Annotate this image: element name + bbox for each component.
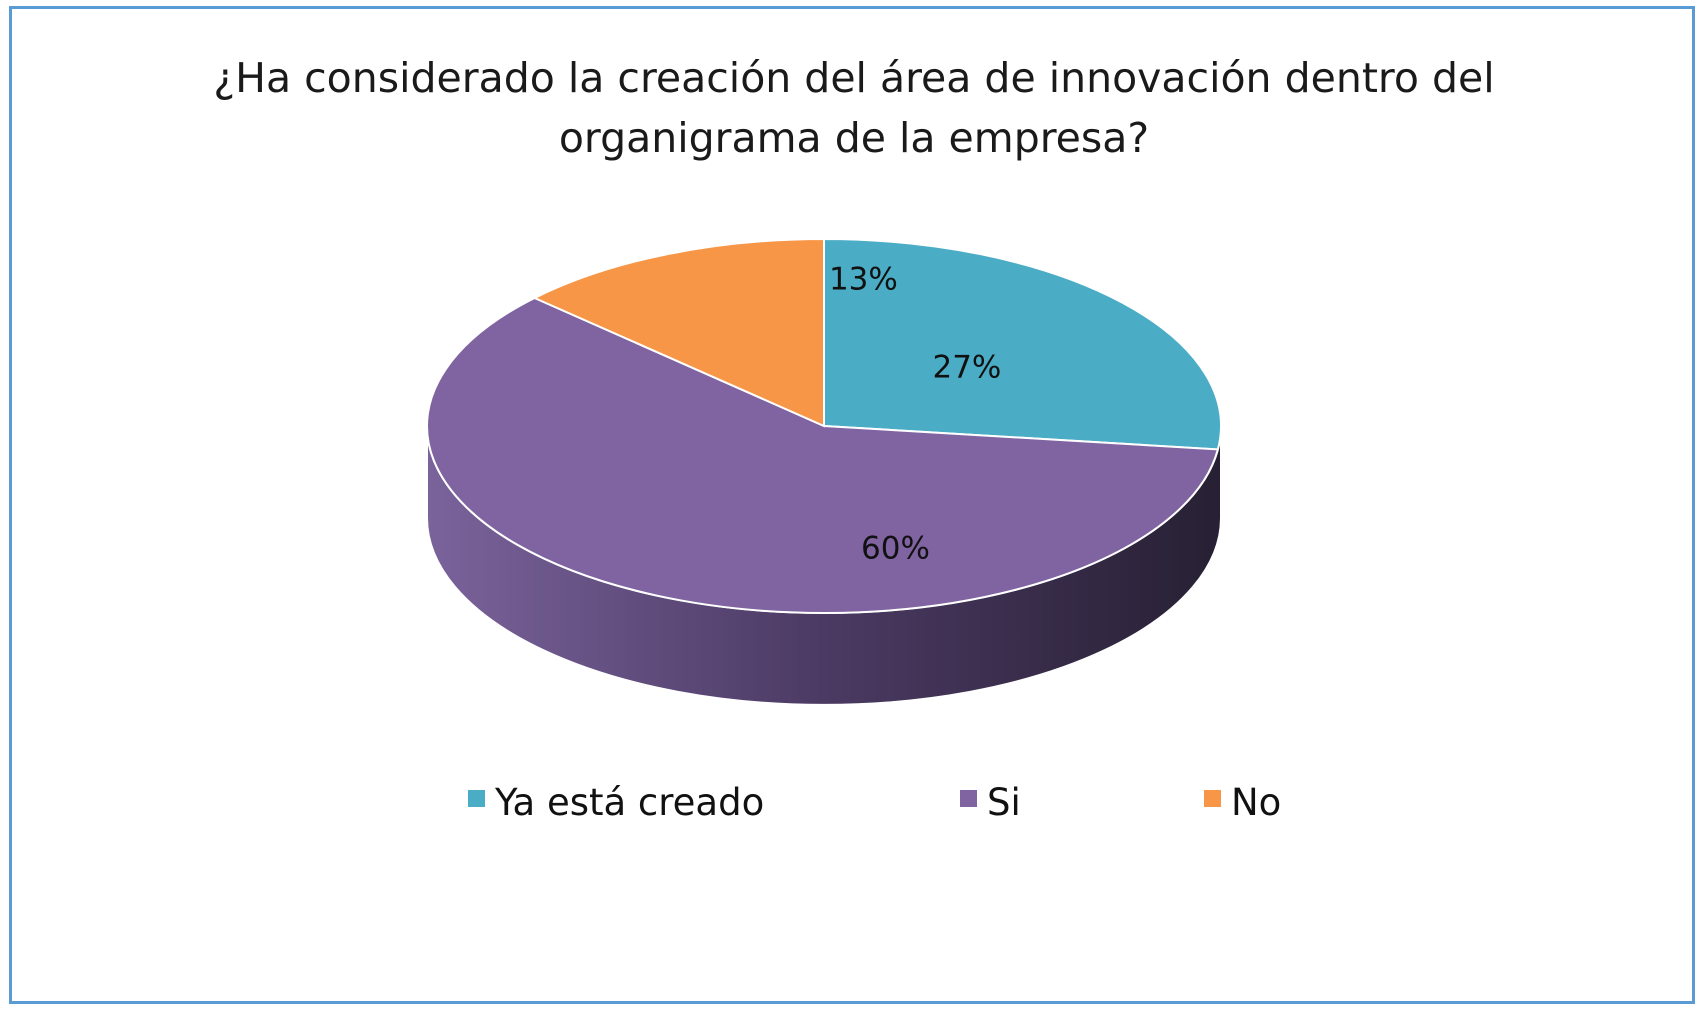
legend: Ya está creado Si No [468,781,1281,824]
chart-title-line-2: organigrama de la empresa? [559,114,1149,162]
legend-swatch-1 [468,790,485,807]
legend-swatch-2 [960,790,977,807]
data-label-2: 60% [861,531,930,567]
legend-swatch-3 [1204,790,1221,807]
data-label-3: 13% [829,261,898,297]
chart-title-line-1: ¿Ha considerado la creación del área de … [213,54,1494,102]
pie-data-labels: 27% 60% 13% [829,261,1001,566]
legend-label-2: Si [987,781,1021,824]
pie-slice-3 [532,237,825,428]
pie-slices [426,237,1222,614]
legend-label-1: Ya está creado [494,781,764,824]
pie-slice-2 [426,296,1220,614]
legend-label-3: No [1231,781,1281,824]
data-label-1: 27% [932,350,1001,386]
pie-slice-1 [823,237,1222,451]
